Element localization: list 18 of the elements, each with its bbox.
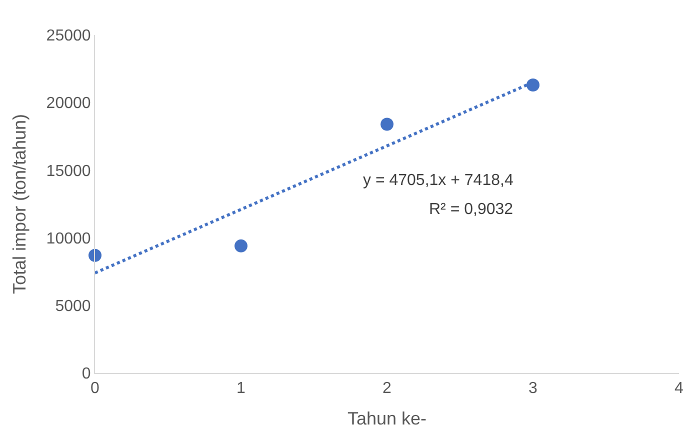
point	[526, 78, 540, 92]
x-tick-label: 4	[674, 380, 684, 398]
x-axis-title: Tahun ke-	[347, 408, 427, 428]
annotation: R² = 0,9032	[429, 201, 514, 218]
y-tick-label: 20000	[46, 95, 91, 112]
point	[380, 118, 394, 131]
y-axis-title: Total impor (ton/tahun)	[10, 114, 30, 294]
y-tick-label: 15000	[46, 162, 91, 180]
x-tick-label: 3	[528, 380, 538, 398]
y-tick-label: 0	[82, 366, 91, 383]
annotation: y = 4705,1x + 7418,4	[363, 172, 514, 189]
y-tick-label: 10000	[46, 230, 91, 248]
point	[234, 239, 248, 252]
y-tick-label: 5000	[55, 298, 91, 315]
point	[88, 248, 102, 262]
y-tick-label: 25000	[46, 28, 91, 45]
x-tick-label: 2	[382, 380, 392, 398]
x-tick-label: 1	[236, 380, 246, 398]
